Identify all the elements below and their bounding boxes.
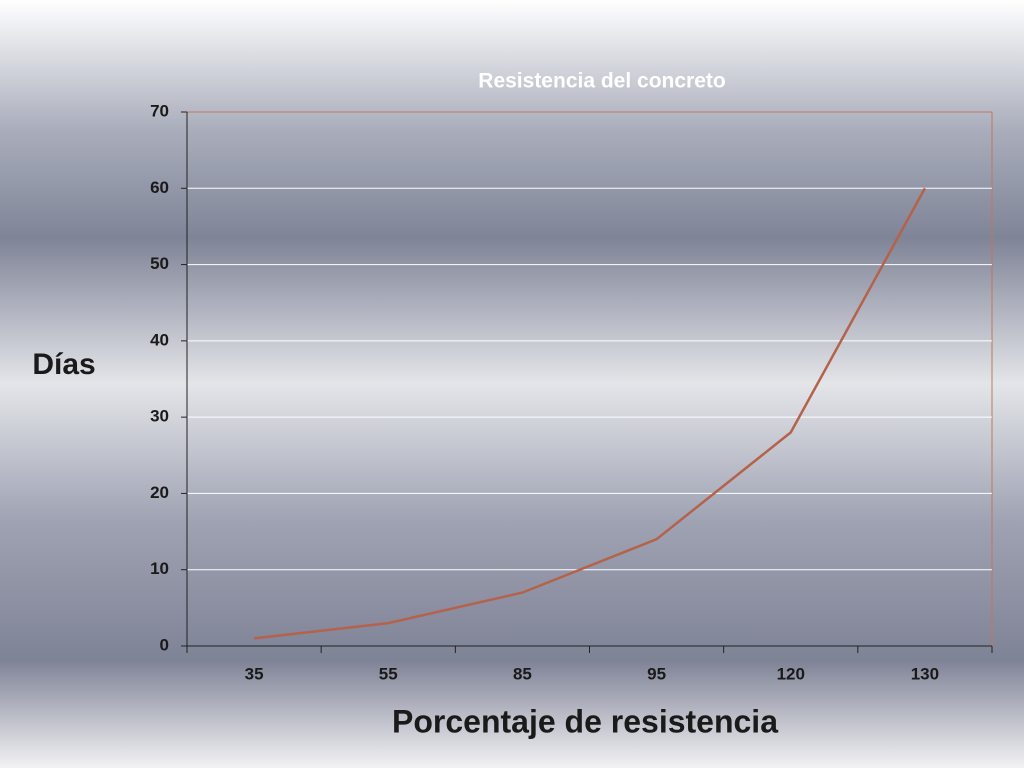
x-axis-label: Porcentaje de resistencia (392, 703, 778, 739)
y-tick-label: 10 (150, 559, 169, 578)
y-tick-label: 40 (150, 330, 169, 349)
x-tick-label: 35 (245, 664, 264, 683)
y-tick-label: 0 (160, 635, 169, 654)
x-tick-label: 95 (647, 664, 666, 683)
y-tick-label: 70 (150, 101, 169, 120)
y-tick-label: 20 (150, 483, 169, 502)
x-tick-label: 85 (513, 664, 532, 683)
x-tick-label: 55 (379, 664, 398, 683)
x-tick-label: 120 (777, 664, 805, 683)
y-tick-label: 50 (150, 254, 169, 273)
y-axis-label: Días (32, 348, 95, 381)
chart-title: Resistencia del concreto (478, 70, 725, 93)
y-tick-label: 30 (150, 407, 169, 426)
x-tick-label: 130 (911, 664, 939, 683)
y-tick-label: 60 (150, 178, 169, 197)
data-line (253, 187, 927, 640)
